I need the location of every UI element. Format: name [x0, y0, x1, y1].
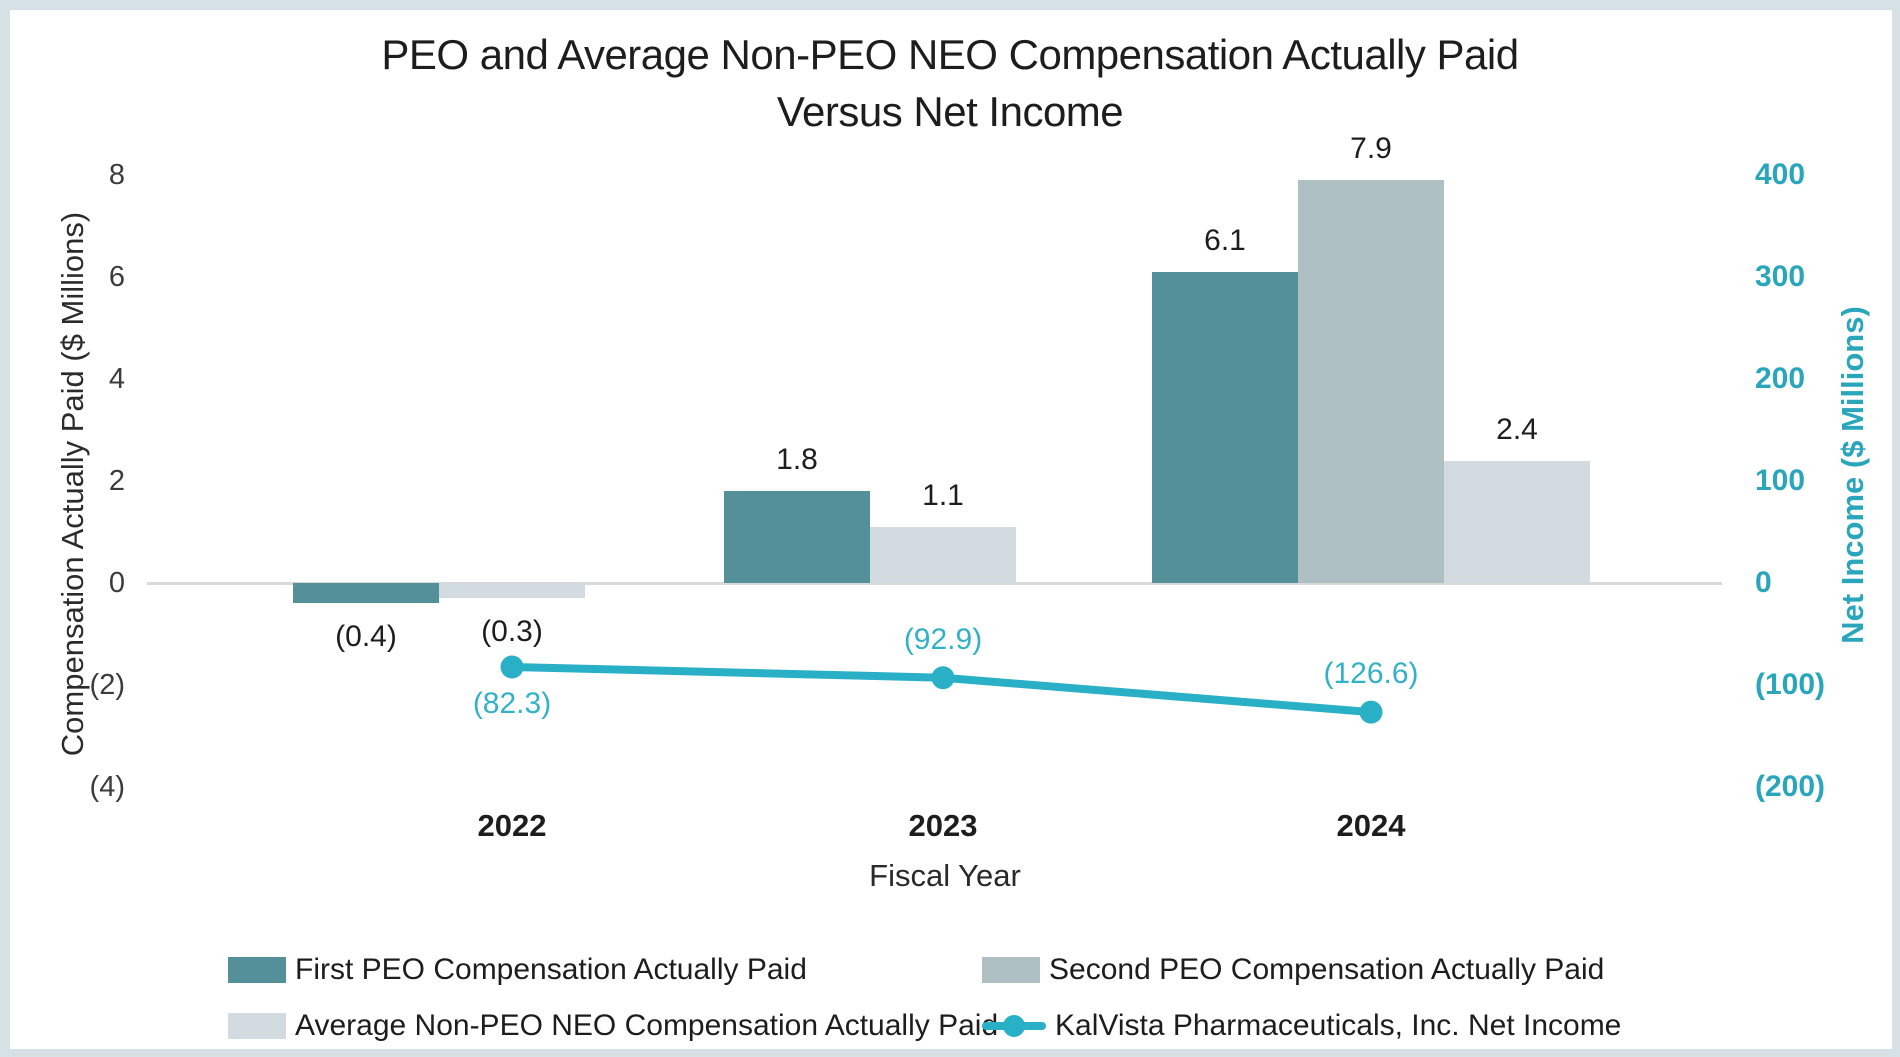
- right-y-axis-tick-(200): (200): [1755, 770, 1826, 803]
- bar-first-peo-2023: [724, 491, 870, 583]
- left-y-axis-tick-(4): (4): [89, 771, 125, 803]
- bar-first-peo-2022: [293, 583, 439, 604]
- chart-title: PEO and Average Non-PEO NEO Compensation…: [0, 26, 1900, 140]
- bar-second-peo-2024: [1298, 180, 1444, 583]
- zero-gridline: [147, 582, 1722, 585]
- bar-average-non-peo-2024: [1444, 460, 1590, 583]
- net-income-value-label-2023: (92.9): [903, 622, 983, 656]
- net-income-line-marker-icon: [982, 1013, 1046, 1039]
- bar-value-label-second-peo-2024: 7.9: [1350, 132, 1392, 166]
- bar-value-label-first-peo-2024: 6.1: [1204, 223, 1246, 257]
- x-axis-title: Fiscal Year: [869, 858, 1021, 893]
- chart-title-line-1: PEO and Average Non-PEO NEO Compensation…: [381, 31, 1519, 78]
- right-y-axis-tick-300: 300: [1755, 260, 1806, 293]
- legend-label-avg-non-peo: Average Non-PEO NEO Compensation Actuall…: [295, 1009, 999, 1042]
- legend-label-net-income: KalVista Pharmaceuticals, Inc. Net Incom…: [1055, 1009, 1622, 1042]
- bar-value-label-average-non-peo-2024: 2.4: [1496, 412, 1538, 446]
- bar-first-peo-2024: [1152, 271, 1298, 583]
- net-income-value-label-2024: (126.6): [1323, 657, 1419, 691]
- bar-average-non-peo-2022: [439, 583, 585, 599]
- legend-label-first-peo: First PEO Compensation Actually Paid: [295, 953, 807, 986]
- legend-item-avg-non-peo: Average Non-PEO NEO Compensation Actuall…: [228, 1008, 998, 1044]
- left-y-axis-tick-2: 2: [108, 465, 125, 497]
- second-peo-swatch-icon: [982, 957, 1040, 983]
- left-y-axis-tick-6: 6: [108, 261, 125, 293]
- right-y-axis-tick-400: 400: [1755, 158, 1806, 191]
- legend-item-second-peo: Second PEO Compensation Actually Paid: [982, 952, 1604, 988]
- x-axis-label-2022: 2022: [477, 808, 547, 843]
- x-axis-label-2023: 2023: [908, 808, 978, 843]
- right-y-axis-tick-200: 200: [1755, 362, 1806, 395]
- x-axis-label-2024: 2024: [1336, 808, 1406, 843]
- legend-item-net-income: KalVista Pharmaceuticals, Inc. Net Incom…: [982, 1008, 1621, 1044]
- legend-label-second-peo: Second PEO Compensation Actually Paid: [1049, 953, 1605, 986]
- bar-value-label-first-peo-2023: 1.8: [776, 443, 818, 477]
- left-y-axis-tick-0: 0: [108, 567, 125, 599]
- chart-title-line-2: Versus Net Income: [776, 88, 1124, 135]
- avg-non-peo-swatch-icon: [228, 1013, 286, 1039]
- bar-average-non-peo-2023: [870, 526, 1016, 583]
- left-y-axis-tick-8: 8: [108, 159, 125, 191]
- right-y-axis-tick-(100): (100): [1755, 668, 1826, 701]
- right-y-axis-tick-100: 100: [1755, 464, 1806, 497]
- right-y-axis-tick-0: 0: [1755, 566, 1772, 599]
- net-income-value-label-2022: (82.3): [472, 686, 552, 720]
- first-peo-swatch-icon: [228, 957, 286, 983]
- bar-value-label-average-non-peo-2023: 1.1: [922, 478, 964, 512]
- left-y-axis-tick-(2): (2): [89, 669, 125, 701]
- bar-value-label-first-peo-2022: (0.4): [335, 620, 397, 654]
- left-y-axis-tick-4: 4: [108, 363, 125, 395]
- bar-value-label-average-non-peo-2022: (0.3): [481, 615, 543, 649]
- legend-item-first-peo: First PEO Compensation Actually Paid: [228, 952, 807, 988]
